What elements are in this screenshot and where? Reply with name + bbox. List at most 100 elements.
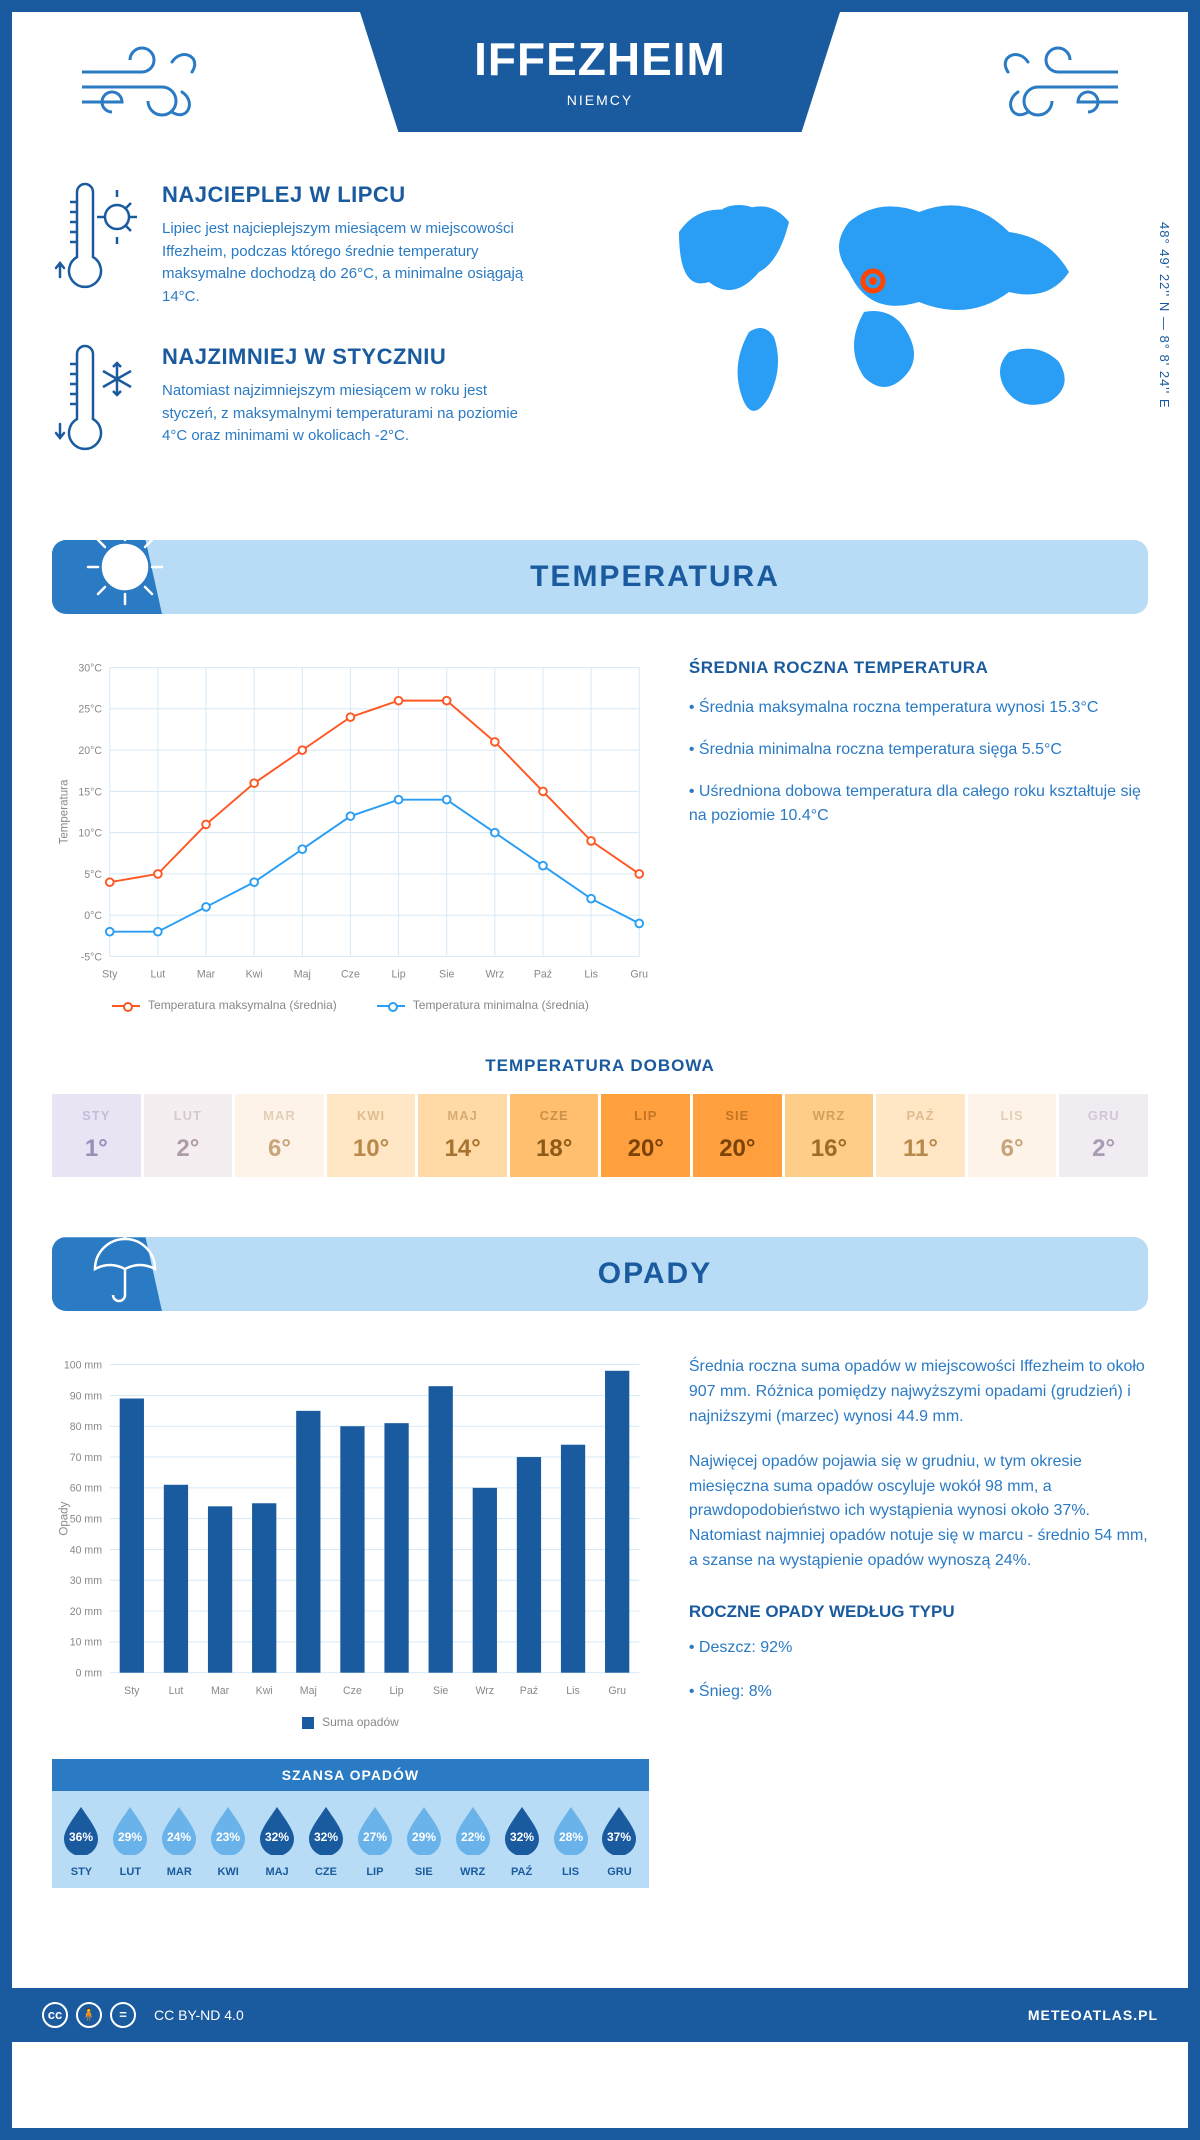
svg-text:Kwi: Kwi bbox=[256, 1685, 273, 1697]
daily-cell: PAŹ11° bbox=[876, 1094, 965, 1177]
svg-text:Lis: Lis bbox=[566, 1685, 580, 1697]
svg-text:50 mm: 50 mm bbox=[70, 1514, 103, 1526]
city-name: IFFEZHEIM bbox=[440, 32, 760, 86]
svg-text:Mar: Mar bbox=[197, 969, 216, 981]
sun-icon bbox=[80, 522, 170, 612]
svg-text:Lut: Lut bbox=[151, 969, 166, 981]
daily-cell: MAJ14° bbox=[418, 1094, 507, 1177]
daily-cell: LUT2° bbox=[144, 1094, 233, 1177]
chance-title: SZANSA OPADÓW bbox=[52, 1759, 649, 1791]
svg-text:10 mm: 10 mm bbox=[70, 1637, 103, 1649]
temp-chart-legend: Temperatura maksymalna (średnia) Tempera… bbox=[52, 998, 649, 1012]
fact-cold-text: Natomiast najzimniejszym miesiącem w rok… bbox=[162, 380, 542, 448]
svg-text:29%: 29% bbox=[412, 1830, 436, 1844]
world-map: 48° 49' 22'' N — 8° 8' 24'' E bbox=[610, 182, 1148, 500]
svg-text:0 mm: 0 mm bbox=[76, 1668, 103, 1680]
title-banner: IFFEZHEIM NIEMCY bbox=[360, 12, 840, 132]
svg-text:Wrz: Wrz bbox=[476, 1685, 495, 1697]
precip-snow: • Śnieg: 8% bbox=[689, 1680, 1148, 1705]
fact-cold-title: NAJZIMNIEJ W STYCZNIU bbox=[162, 344, 542, 370]
chance-cell: 32%CZE bbox=[303, 1805, 350, 1878]
svg-text:29%: 29% bbox=[118, 1830, 142, 1844]
temp-stats-title: ŚREDNIA ROCZNA TEMPERATURA bbox=[689, 658, 1148, 678]
temp-stats-b3: • Uśredniona dobowa temperatura dla całe… bbox=[689, 780, 1148, 828]
svg-text:Sty: Sty bbox=[124, 1685, 140, 1697]
svg-text:23%: 23% bbox=[216, 1830, 240, 1844]
svg-text:80 mm: 80 mm bbox=[70, 1421, 103, 1433]
temp-stats-b2: • Średnia minimalna roczna temperatura s… bbox=[689, 738, 1148, 762]
precip-p2: Najwięcej opadów pojawia się w grudniu, … bbox=[689, 1450, 1148, 1574]
chance-cell: 36%STY bbox=[58, 1805, 105, 1878]
nd-icon: = bbox=[110, 2002, 136, 2028]
svg-text:15°C: 15°C bbox=[78, 786, 102, 798]
svg-text:Gru: Gru bbox=[608, 1685, 626, 1697]
svg-text:0°C: 0°C bbox=[84, 910, 102, 922]
section-title-temperature: TEMPERATURA bbox=[162, 560, 1148, 594]
chance-cell: 23%KWI bbox=[205, 1805, 252, 1878]
svg-text:90 mm: 90 mm bbox=[70, 1391, 103, 1403]
chance-cell: 32%MAJ bbox=[254, 1805, 301, 1878]
svg-text:Mar: Mar bbox=[211, 1685, 230, 1697]
svg-text:Opady: Opady bbox=[58, 1502, 70, 1536]
svg-text:37%: 37% bbox=[607, 1830, 631, 1844]
footer: cc 🧍 = CC BY-ND 4.0 METEOATLAS.PL bbox=[12, 1988, 1188, 2042]
svg-text:30 mm: 30 mm bbox=[70, 1575, 103, 1587]
svg-text:Cze: Cze bbox=[343, 1685, 362, 1697]
svg-text:Cze: Cze bbox=[341, 969, 360, 981]
chance-cell: 22%WRZ bbox=[449, 1805, 496, 1878]
svg-text:Lut: Lut bbox=[169, 1685, 184, 1697]
section-banner-precip: OPADY bbox=[52, 1237, 1148, 1311]
svg-text:Sie: Sie bbox=[433, 1685, 448, 1697]
site-name: METEOATLAS.PL bbox=[1028, 2007, 1158, 2023]
svg-text:60 mm: 60 mm bbox=[70, 1483, 103, 1495]
precip-p1: Średnia roczna suma opadów w miejscowośc… bbox=[689, 1355, 1148, 1429]
svg-text:-5°C: -5°C bbox=[81, 951, 103, 963]
daily-cell: LIP20° bbox=[601, 1094, 690, 1177]
svg-text:Lip: Lip bbox=[392, 969, 406, 981]
thermometer-hot-icon bbox=[52, 182, 142, 302]
svg-text:100 mm: 100 mm bbox=[64, 1360, 102, 1372]
svg-text:Kwi: Kwi bbox=[246, 969, 263, 981]
svg-text:Maj: Maj bbox=[294, 969, 311, 981]
chance-cell: 32%PAŹ bbox=[498, 1805, 545, 1878]
precip-rain: • Deszcz: 92% bbox=[689, 1636, 1148, 1661]
svg-text:36%: 36% bbox=[69, 1830, 93, 1844]
chance-table: SZANSA OPADÓW 36%STY29%LUT24%MAR23%KWI32… bbox=[52, 1759, 649, 1888]
precip-chart-legend: Suma opadów bbox=[52, 1715, 649, 1729]
section-banner-temperature: TEMPERATURA bbox=[52, 540, 1148, 614]
thermometer-cold-icon bbox=[52, 344, 142, 464]
svg-text:40 mm: 40 mm bbox=[70, 1545, 103, 1557]
location-pin-icon bbox=[857, 265, 889, 297]
temperature-stats: ŚREDNIA ROCZNA TEMPERATURA • Średnia mak… bbox=[689, 658, 1148, 1012]
country-name: NIEMCY bbox=[440, 92, 760, 108]
svg-text:20°C: 20°C bbox=[78, 745, 102, 757]
chance-cell: 29%LUT bbox=[107, 1805, 154, 1878]
daily-temp-table: STY1°LUT2°MAR6°KWI10°MAJ14°CZE18°LIP20°S… bbox=[52, 1094, 1148, 1177]
daily-cell: KWI10° bbox=[327, 1094, 416, 1177]
license-text: CC BY-ND 4.0 bbox=[154, 2007, 244, 2023]
daily-cell: STY1° bbox=[52, 1094, 141, 1177]
svg-text:Lip: Lip bbox=[390, 1685, 404, 1697]
intro-section: NAJCIEPLEJ W LIPCU Lipiec jest najcieple… bbox=[52, 182, 1148, 500]
chance-cell: 24%MAR bbox=[156, 1805, 203, 1878]
svg-text:32%: 32% bbox=[265, 1830, 289, 1844]
svg-text:20 mm: 20 mm bbox=[70, 1606, 103, 1618]
daily-cell: WRZ16° bbox=[785, 1094, 874, 1177]
daily-cell: CZE18° bbox=[510, 1094, 599, 1177]
umbrella-icon bbox=[80, 1219, 170, 1309]
daily-cell: SIE20° bbox=[693, 1094, 782, 1177]
cc-icon: cc bbox=[42, 2002, 68, 2028]
svg-text:27%: 27% bbox=[363, 1830, 387, 1844]
svg-text:Lis: Lis bbox=[584, 969, 598, 981]
svg-text:Sie: Sie bbox=[439, 969, 454, 981]
daily-cell: MAR6° bbox=[235, 1094, 324, 1177]
svg-text:25°C: 25°C bbox=[78, 704, 102, 716]
svg-text:30°C: 30°C bbox=[78, 662, 102, 674]
fact-hot-text: Lipiec jest najcieplejszym miesiącem w m… bbox=[162, 218, 542, 308]
daily-cell: GRU2° bbox=[1059, 1094, 1148, 1177]
daily-temp-title: TEMPERATURA DOBOWA bbox=[52, 1056, 1148, 1076]
precipitation-bar-chart: 0 mm10 mm20 mm30 mm40 mm50 mm60 mm70 mm8… bbox=[52, 1355, 649, 1702]
svg-text:Sty: Sty bbox=[102, 969, 118, 981]
chance-cell: 37%GRU bbox=[596, 1805, 643, 1878]
svg-text:24%: 24% bbox=[167, 1830, 191, 1844]
